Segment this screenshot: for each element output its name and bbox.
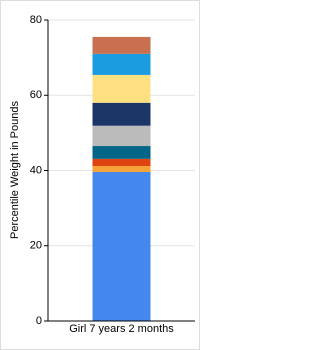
- y-tick-label: 0: [36, 315, 42, 327]
- bar-segment: [92, 125, 151, 147]
- bar-segment: [92, 74, 151, 103]
- bar-segment: [92, 172, 151, 321]
- x-tick-label: Girl 7 years 2 months: [69, 323, 174, 335]
- y-tick-label: 80: [30, 14, 42, 26]
- bar-segment: [92, 53, 151, 75]
- bar-segment: [92, 36, 151, 54]
- bar-segment: [92, 165, 151, 173]
- bar-segment: [92, 158, 151, 166]
- y-tick-label: 20: [30, 240, 42, 252]
- chart: Percentile Weight in Pounds 0 20 40 60 80 Gir…: [0, 0, 200, 350]
- y-tick-label: 40: [30, 164, 42, 176]
- bar-segment: [92, 102, 151, 126]
- y-tick-label: 60: [30, 89, 42, 101]
- bar-segment: [92, 146, 151, 159]
- y-axis-label: Percentile Weight in Pounds: [9, 101, 21, 239]
